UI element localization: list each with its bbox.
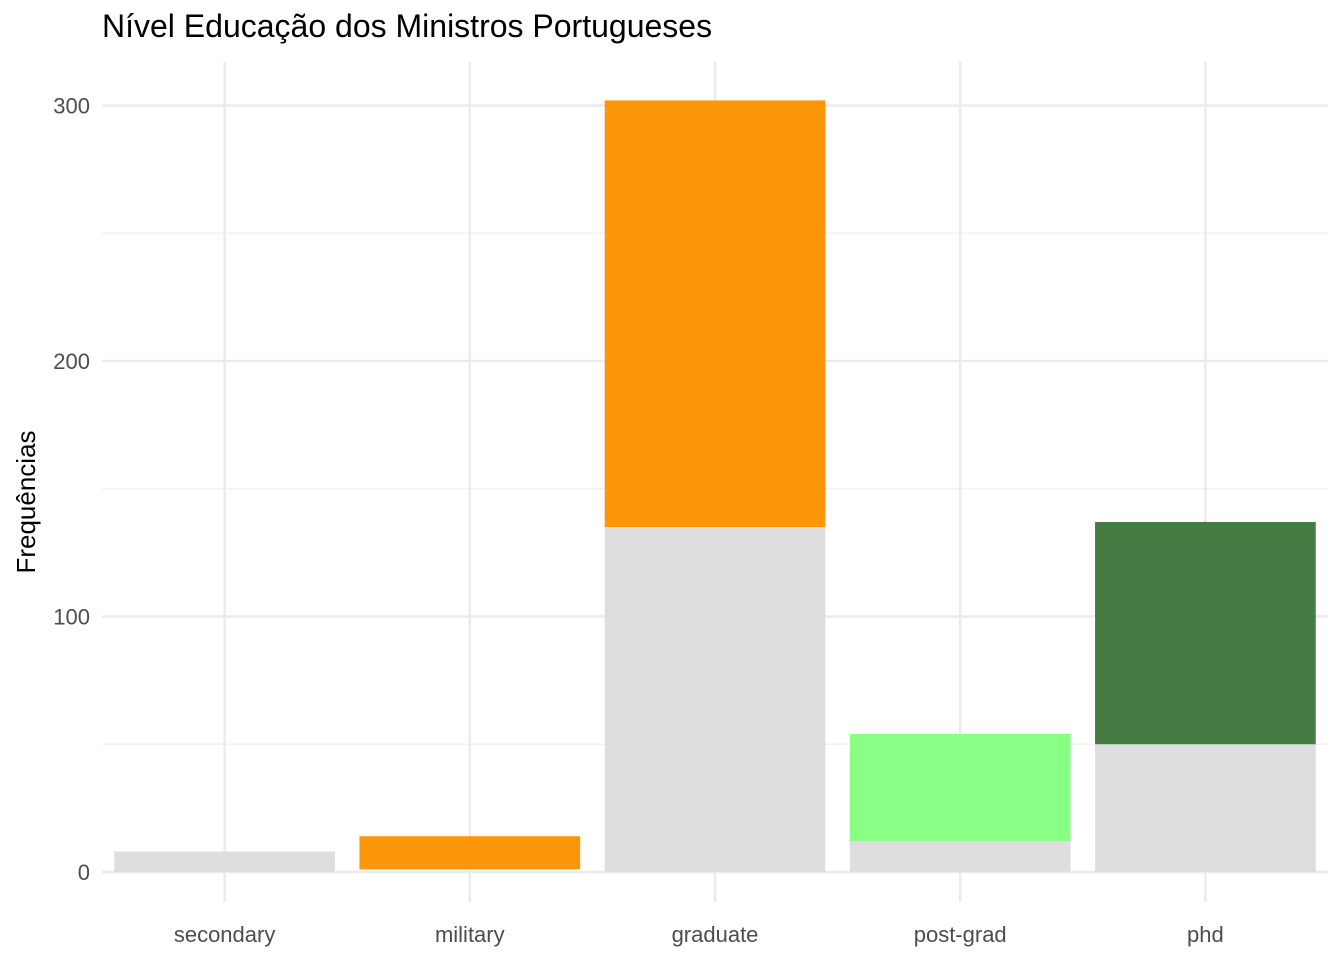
bar-segment-graduate: [604, 527, 826, 872]
bar-segment-military: [359, 836, 581, 870]
x-tick-label: post-grad: [914, 922, 1007, 947]
y-tick-label: 300: [53, 94, 90, 119]
bar-segment-post-grad: [849, 734, 1071, 842]
bar-segment-secondary: [114, 851, 335, 872]
chart-title: Nível Educação dos Ministros Portugueses: [102, 8, 713, 44]
y-tick-label: 0: [78, 860, 90, 885]
bar-segment-post-grad: [849, 841, 1071, 872]
y-tick-label: 100: [53, 605, 90, 630]
bar-segment-phd: [1095, 744, 1316, 872]
y-tick-label: 200: [53, 349, 90, 374]
x-tick-label: military: [435, 922, 505, 947]
x-tick-label: graduate: [672, 922, 759, 947]
x-tick-label: phd: [1187, 922, 1224, 947]
bar-segment-graduate: [604, 100, 826, 528]
x-tick-label: secondary: [174, 922, 276, 947]
bar-segment-phd: [1095, 521, 1316, 745]
y-axis-label: Frequências: [11, 430, 41, 573]
